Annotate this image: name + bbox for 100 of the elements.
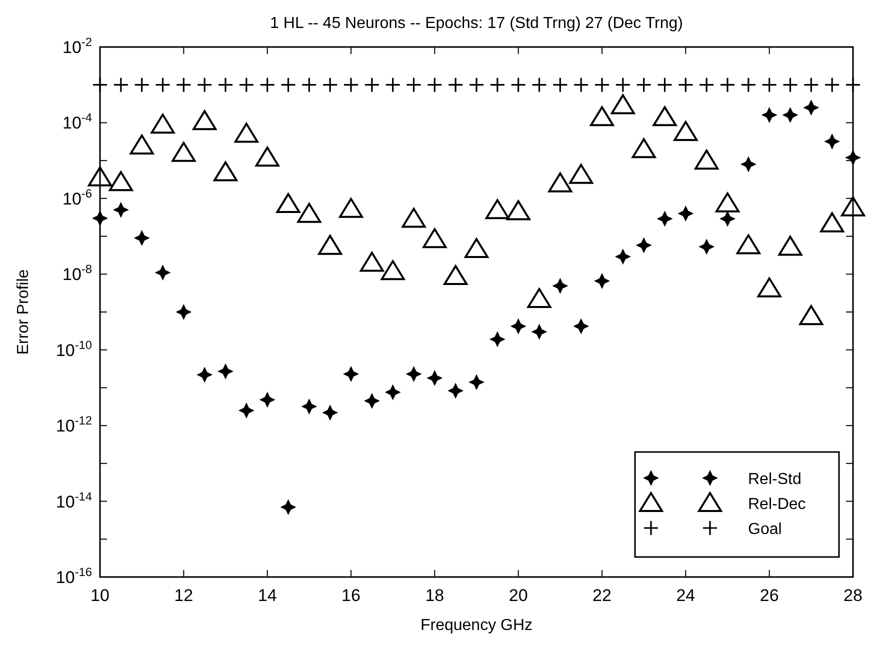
- x-tick-label: 28: [844, 586, 862, 605]
- point: [108, 171, 133, 192]
- point: [594, 77, 610, 93]
- point: [736, 234, 760, 254]
- point: [548, 172, 572, 192]
- point: [280, 499, 296, 516]
- legend-label: Goal: [748, 521, 782, 538]
- point: [615, 77, 631, 93]
- point: [698, 238, 715, 255]
- point: [656, 77, 673, 93]
- point: [134, 230, 150, 246]
- x-axis-title: Frequency GHz: [420, 617, 533, 634]
- point: [782, 106, 798, 123]
- point: [444, 265, 468, 286]
- legend-label: Rel-Dec: [748, 496, 806, 513]
- point: [694, 150, 719, 170]
- point: [652, 106, 677, 126]
- point: [698, 77, 714, 93]
- point: [113, 77, 129, 93]
- x-tick-label: 18: [425, 586, 444, 605]
- point: [573, 318, 590, 334]
- point: [92, 210, 108, 226]
- point: [531, 77, 548, 93]
- point: [590, 106, 614, 126]
- point: [782, 77, 798, 93]
- y-tick-label: 10$^{-6}$: [62, 186, 92, 208]
- point: [778, 236, 802, 256]
- chart-title: 1 HL -- 45 Neurons -- Epochs: 17 (Std Trng) 27 (Dec Trng): [270, 15, 683, 32]
- point: [384, 384, 401, 400]
- point: [552, 278, 568, 294]
- point: [343, 366, 359, 382]
- point: [301, 398, 318, 414]
- point: [716, 192, 740, 212]
- point: [280, 77, 296, 93]
- point: [636, 77, 652, 93]
- y-tick-label: 10$^{-8}$: [62, 262, 92, 284]
- point: [255, 146, 280, 167]
- x-tick-label: 10: [90, 586, 110, 605]
- y-tick-label: 10$^{-12}$: [56, 414, 92, 436]
- legend-label: Rel-Std: [748, 471, 802, 488]
- point: [130, 134, 154, 155]
- point: [360, 252, 384, 272]
- point: [301, 77, 317, 93]
- point: [824, 77, 840, 93]
- point: [489, 331, 506, 348]
- point: [803, 77, 819, 93]
- point: [218, 363, 234, 380]
- y-tick-label: 10$^{-4}$: [62, 110, 92, 133]
- point: [678, 77, 694, 93]
- point: [799, 305, 824, 326]
- point: [406, 366, 422, 382]
- point: [238, 402, 254, 419]
- point: [740, 156, 756, 172]
- point: [196, 366, 213, 383]
- x-tick-label: 12: [174, 586, 194, 605]
- point: [402, 208, 426, 228]
- x-tick-label: 16: [342, 586, 360, 605]
- point: [468, 374, 484, 390]
- x-tick-label: 20: [508, 586, 528, 605]
- point: [678, 205, 694, 222]
- point: [510, 318, 526, 334]
- point: [196, 77, 212, 93]
- point: [260, 77, 276, 93]
- point: [218, 77, 234, 93]
- point: [343, 77, 359, 93]
- point: [527, 288, 552, 308]
- point: [573, 77, 589, 93]
- point: [176, 304, 192, 320]
- point: [112, 202, 129, 218]
- point: [761, 106, 778, 123]
- point: [720, 210, 736, 227]
- point: [656, 210, 673, 227]
- point: [614, 248, 631, 265]
- y-tick-label: 10$^{-2}$: [62, 35, 92, 57]
- y-tick-label: 10$^{-10}$: [56, 338, 92, 360]
- point: [154, 77, 171, 93]
- point: [192, 110, 217, 130]
- point: [426, 77, 442, 93]
- point: [385, 77, 401, 93]
- point: [150, 114, 175, 134]
- point: [740, 77, 756, 93]
- point: [406, 77, 422, 93]
- x-tick-label: 26: [760, 586, 779, 605]
- point: [803, 100, 820, 116]
- point: [674, 120, 698, 141]
- point: [506, 200, 530, 220]
- point: [468, 77, 484, 93]
- point: [276, 193, 300, 214]
- point: [845, 77, 861, 93]
- point: [92, 77, 108, 93]
- point: [841, 196, 865, 216]
- point: [339, 198, 363, 218]
- point: [757, 277, 782, 298]
- point: [259, 392, 276, 408]
- point: [485, 199, 510, 220]
- point: [322, 404, 338, 421]
- point: [720, 77, 736, 93]
- point: [824, 133, 840, 150]
- point: [172, 142, 196, 162]
- point: [176, 77, 192, 93]
